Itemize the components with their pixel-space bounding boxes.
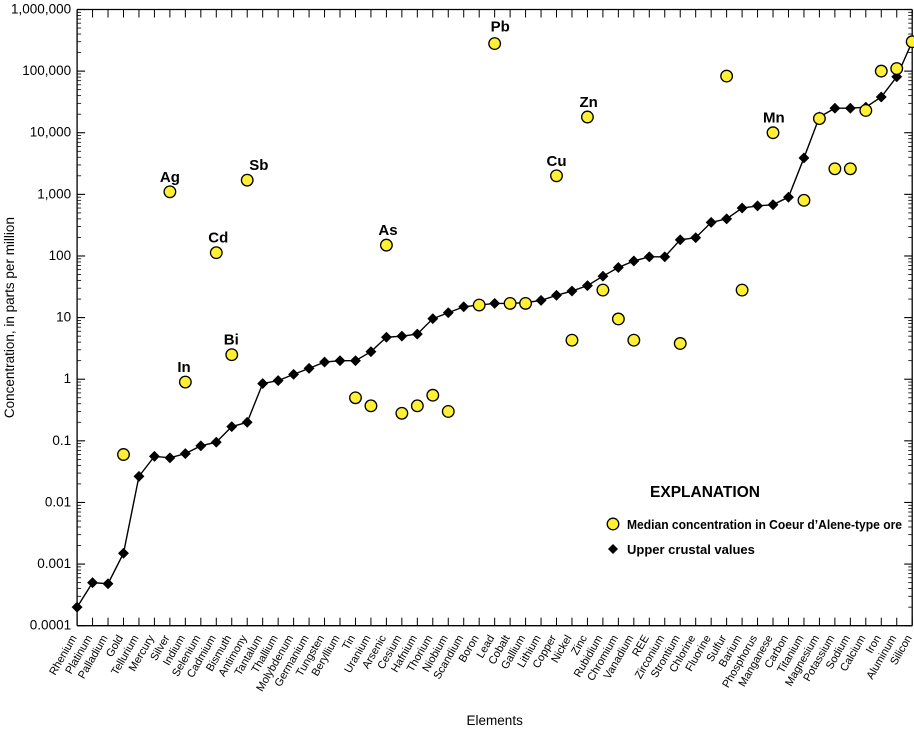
svg-text:0.01: 0.01 bbox=[45, 494, 71, 509]
svg-text:10,000: 10,000 bbox=[30, 125, 71, 140]
svg-text:Cu: Cu bbox=[547, 153, 567, 170]
svg-text:Ag: Ag bbox=[160, 169, 180, 186]
svg-text:EXPLANATION: EXPLANATION bbox=[650, 484, 760, 501]
svg-text:Elements: Elements bbox=[467, 713, 524, 728]
svg-text:In: In bbox=[177, 359, 190, 376]
svg-text:Cd: Cd bbox=[208, 230, 228, 247]
svg-text:1,000: 1,000 bbox=[37, 186, 71, 201]
svg-text:Pb: Pb bbox=[491, 19, 510, 36]
svg-text:0.1: 0.1 bbox=[52, 433, 71, 448]
svg-text:1,000,000: 1,000,000 bbox=[11, 2, 71, 17]
svg-text:Median concentration in Coeur: Median concentration in Coeur d’Alene-ty… bbox=[627, 517, 902, 532]
svg-text:Upper crustal values: Upper crustal values bbox=[627, 542, 755, 557]
svg-text:Sb: Sb bbox=[249, 157, 268, 174]
svg-text:0.001: 0.001 bbox=[37, 556, 71, 571]
svg-text:1: 1 bbox=[64, 371, 72, 386]
svg-text:As: As bbox=[378, 222, 397, 239]
svg-text:100,000: 100,000 bbox=[22, 63, 71, 78]
svg-text:10: 10 bbox=[56, 310, 71, 325]
svg-text:Zn: Zn bbox=[579, 94, 597, 111]
svg-text:Bi: Bi bbox=[224, 332, 239, 349]
svg-text:Concentration, in parts per mi: Concentration, in parts per million bbox=[2, 217, 17, 418]
svg-text:100: 100 bbox=[49, 248, 72, 263]
svg-text:Mn: Mn bbox=[763, 110, 785, 127]
svg-text:0.0001: 0.0001 bbox=[30, 618, 71, 633]
